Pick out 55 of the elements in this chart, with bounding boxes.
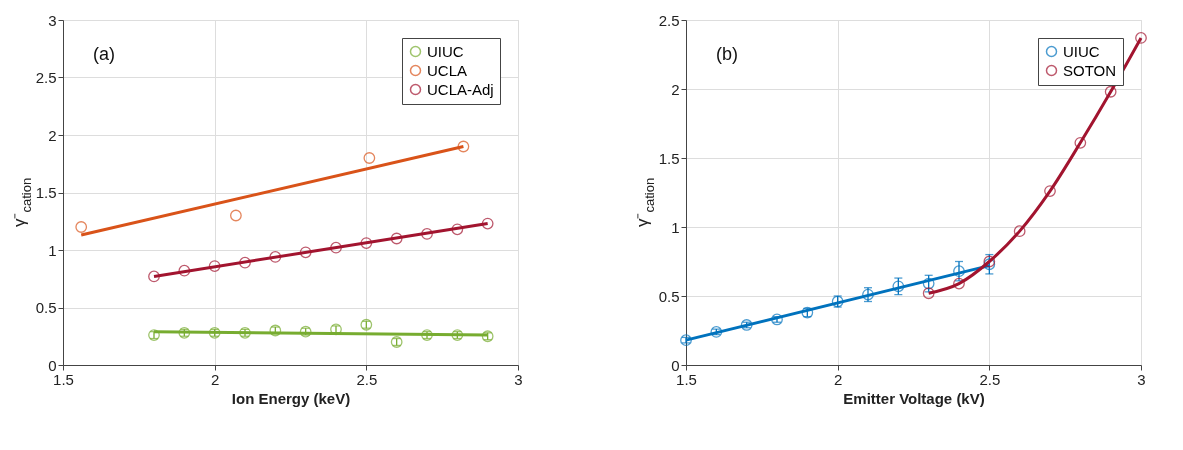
- point: [1074, 136, 1087, 149]
- x-tick-label: 2: [833, 370, 843, 388]
- point: [230, 209, 242, 222]
- legend-label: UIUC: [1063, 42, 1100, 60]
- y-axis-title: γ⁻cation: [633, 177, 657, 227]
- point: [1013, 225, 1026, 238]
- point: [390, 232, 403, 245]
- point: [239, 256, 251, 269]
- point: [953, 265, 965, 278]
- legend-label: UIUC: [427, 42, 464, 60]
- y-tick-label: 1: [671, 218, 680, 236]
- x-axis-title: Emitter Voltage (kV): [843, 389, 985, 407]
- point: [1135, 32, 1147, 44]
- point: [451, 223, 464, 236]
- x-tick-label: 2: [210, 370, 220, 388]
- x-axis-title: Ion Energy (keV): [231, 389, 351, 407]
- x-tick-label: 3: [1137, 370, 1146, 388]
- legend-label: UCLA-Adj: [427, 80, 494, 98]
- point: [299, 246, 312, 259]
- legend-label: SOTON: [1063, 61, 1117, 79]
- point: [421, 228, 433, 240]
- point: [363, 152, 376, 164]
- y-tick-label: 0.5: [35, 299, 57, 316]
- annotation: (a): [93, 44, 115, 64]
- y-tick-label: 2.5: [35, 69, 57, 86]
- point: [178, 264, 191, 277]
- y-tick-label: 0: [48, 356, 57, 374]
- point: [922, 277, 935, 290]
- y-tick-label: 2.5: [658, 11, 680, 29]
- point: [75, 221, 88, 233]
- point: [1104, 85, 1117, 98]
- y-axis-title: γ⁻cation: [10, 177, 34, 227]
- point: [269, 251, 282, 263]
- y-tick-label: 0.5: [658, 287, 680, 305]
- y-tick-label: 1.5: [658, 149, 680, 167]
- x-tick-label: 3: [514, 370, 523, 388]
- point: [148, 270, 160, 283]
- y-tick-label: 0: [671, 356, 680, 374]
- x-tick-label: 2.5: [356, 370, 378, 388]
- point: [481, 217, 494, 230]
- point: [922, 287, 935, 300]
- legend-label: UCLA: [427, 61, 468, 79]
- y-tick-label: 2: [671, 80, 680, 98]
- y-tick-label: 1.5: [35, 184, 57, 201]
- y-tick-label: 1: [48, 241, 57, 259]
- point: [360, 237, 373, 249]
- point: [953, 277, 965, 290]
- point: [457, 140, 470, 153]
- point: [208, 260, 221, 272]
- point: [1044, 185, 1056, 197]
- x-tick-label: 2.5: [979, 370, 1001, 388]
- y-tick-label: 2: [48, 126, 57, 144]
- y-tick-label: 3: [48, 11, 57, 29]
- point: [330, 241, 342, 254]
- annotation: (b): [716, 44, 738, 64]
